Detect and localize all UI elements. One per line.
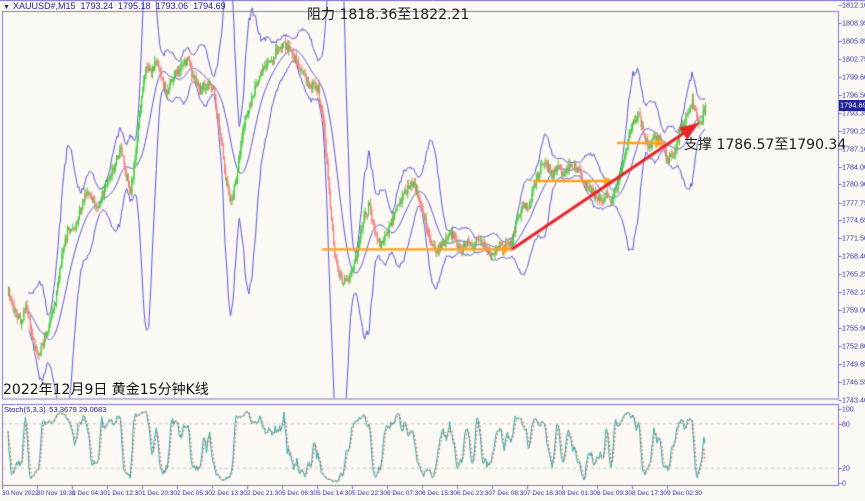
time-axis-label: 6 Dec 23:30 [457, 489, 492, 497]
time-axis-label: 30 Nov 19:30 [37, 489, 76, 497]
time-axis-label: 2 Dec 13:30 [212, 489, 247, 497]
time-axis-label: 6 Dec 15:30 [422, 489, 457, 497]
time-axis-label: 7 Dec 16:30 [527, 489, 562, 497]
price-axis-label: 1774.65 [842, 216, 865, 225]
time-axis-label: 1 Dec 04:30 [72, 489, 107, 497]
price-axis-label: 1749.65 [842, 360, 865, 369]
price-axis-label: 1793.35 [842, 108, 865, 117]
price-axis-label: 1752.80 [842, 341, 865, 350]
chart-title-bar: ▼ XAUUSD#,M15 1793.24 1795.18 1793.06 1794.69 [3, 1, 231, 11]
support-annotation[interactable]: 支撑 1786.57至1790.34 [684, 137, 847, 153]
time-axis-label: 5 Dec 06:30 [282, 489, 317, 497]
price-axis-label: 1796.50 [842, 90, 865, 99]
price-axis-label: 1790.25 [842, 126, 865, 135]
stoch-axis-label: 20 [842, 464, 850, 473]
date-annotation[interactable]: 2022年12月9日 黄金15分钟K线 [3, 382, 209, 398]
price-axis-label: 1743.40 [842, 396, 865, 404]
ohlc-open-value: 1793.24 [80, 1, 114, 11]
price-axis-label: 1805.85 [842, 36, 865, 45]
price-axis-label: 1777.75 [842, 198, 865, 207]
stochastic-values: 53.3679 29.0683 [49, 405, 107, 414]
price-axis-label: 1768.40 [842, 252, 865, 261]
time-axis-label: 9 Dec 02:30 [667, 489, 702, 497]
ohlc-low-value: 1793.06 [155, 1, 189, 11]
price-axis-label: 1802.75 [842, 54, 865, 63]
time-axis-label: 30 Nov 2022 [2, 489, 39, 497]
price-axis-label: 1812.10 [842, 1, 865, 9]
price-axis-label: 1771.50 [842, 234, 865, 243]
time-axis-label: 8 Dec 01:30 [562, 489, 597, 497]
stoch-axis-label: 100 [842, 405, 854, 413]
price-axis-label: 1762.15 [842, 288, 865, 297]
ohlc-close-value: 1794.69 [193, 1, 226, 11]
symbol-timeframe-label: XAUUSD#,M15 [12, 1, 76, 11]
time-axis-label: 1 Dec 20:30 [142, 489, 177, 497]
stochastic-indicator-label: Stoch(5,3,3) 53.3679 29.0683 [4, 405, 110, 414]
time-axis-label: 8 Dec 09:30 [597, 489, 632, 497]
time-axis-label: 5 Dec 14:30 [317, 489, 352, 497]
time-axis-label: 6 Dec 07:30 [387, 489, 422, 497]
time-axis-label: 1 Dec 12:30 [107, 489, 142, 497]
price-axis-label: 1755.90 [842, 324, 865, 333]
price-axis-label: 1787.10 [842, 144, 865, 153]
price-axis-label: 1759.00 [842, 306, 865, 315]
stochastic-name: Stoch(5,3,3) [4, 405, 46, 414]
collapse-triangle-icon[interactable]: ▼ [3, 4, 10, 11]
time-axis-label: 7 Dec 08:30 [492, 489, 527, 497]
price-axis-label: 1808.95 [842, 19, 865, 28]
time-axis-label: 2 Dec 21:30 [247, 489, 282, 497]
time-axis-label: 2 Dec 05:30 [177, 489, 212, 497]
time-axis-label: 5 Dec 22:30 [352, 489, 387, 497]
current-price-tag: 1794.69 [839, 100, 865, 111]
time-axis-label: 8 Dec 17:30 [632, 489, 667, 497]
price-axis-label: 1799.60 [842, 72, 865, 81]
price-axis-label: 1746.55 [842, 377, 865, 386]
price-axis-label: 1784.00 [842, 162, 865, 171]
stoch-axis-label: 0 [842, 479, 846, 487]
stoch-axis-label: 80 [842, 419, 850, 428]
ohlc-high-value: 1795.18 [118, 1, 151, 11]
price-axis-label: 1780.90 [842, 180, 865, 189]
resistance-annotation[interactable]: 阻力 1818.36至1822.21 [307, 7, 470, 23]
price-axis-label: 1765.25 [842, 270, 865, 279]
